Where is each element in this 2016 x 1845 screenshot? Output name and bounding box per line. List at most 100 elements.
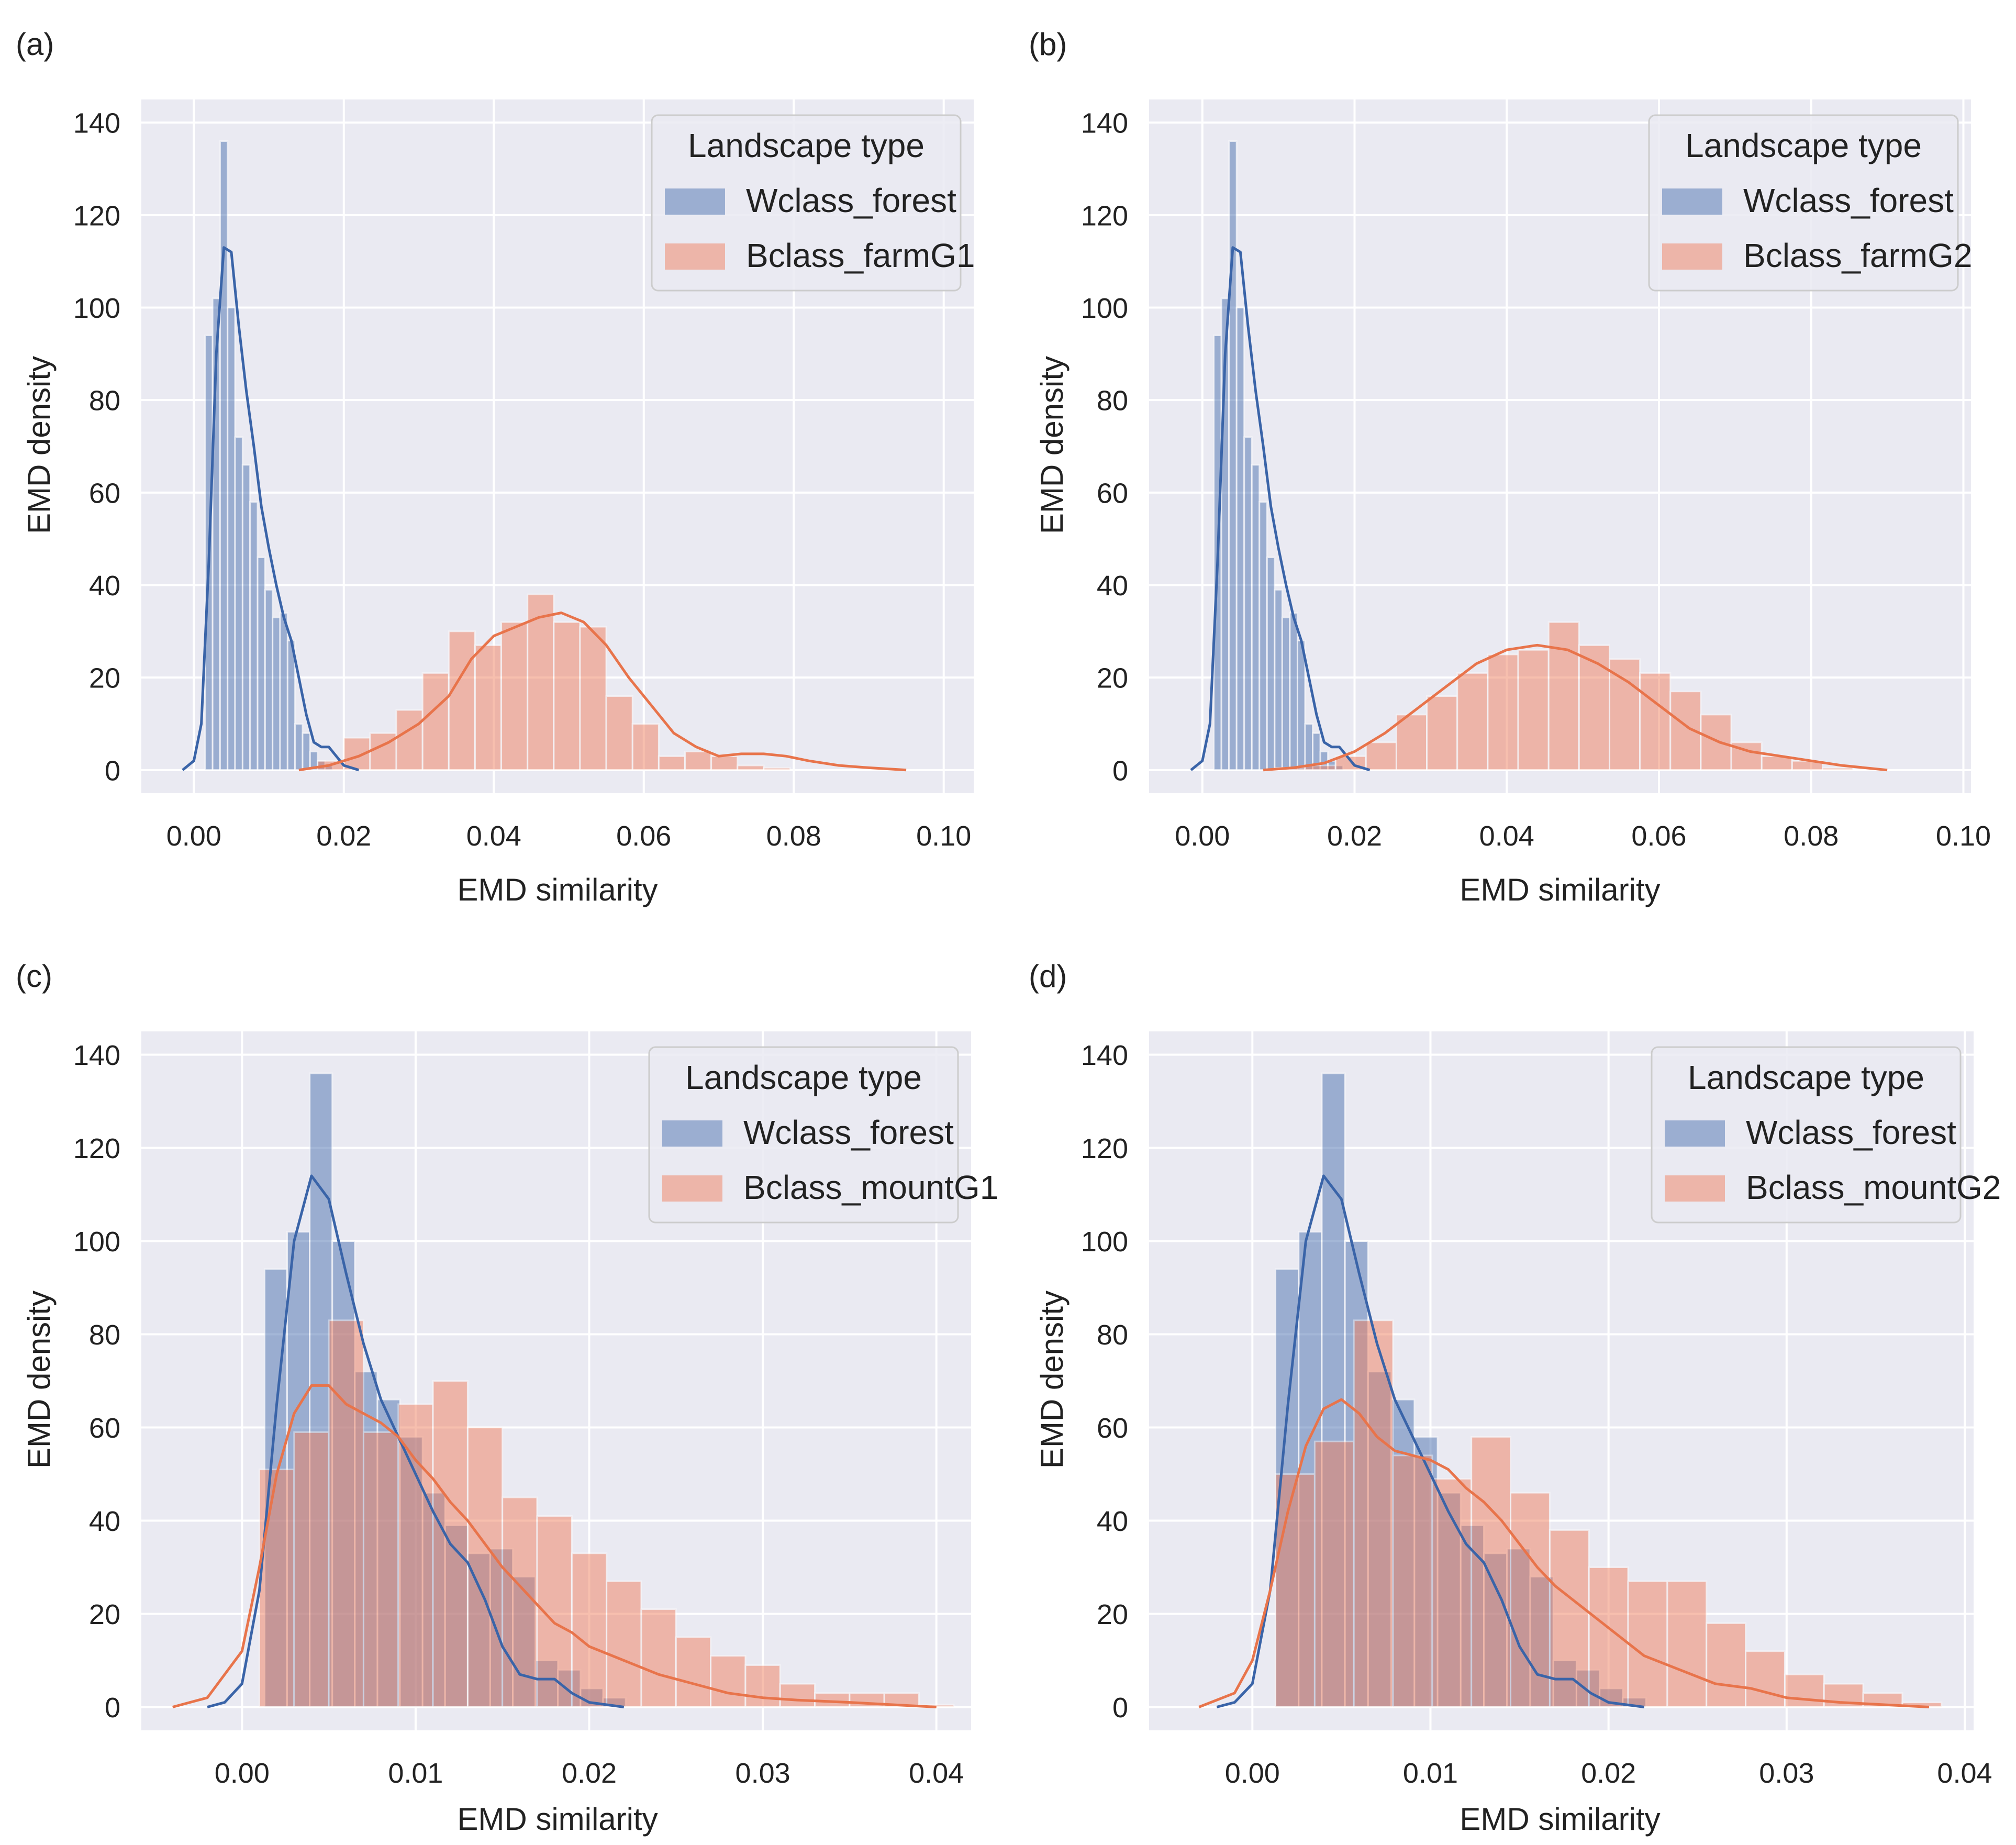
histogram-bar [500, 621, 529, 771]
legend-title: Landscape type [685, 1059, 922, 1096]
legend-entry: Bclass_farmG1 [746, 237, 975, 274]
histogram-bar [466, 1427, 504, 1708]
histogram-bar [1243, 436, 1253, 771]
y-tick-label: 60 [1097, 1413, 1128, 1444]
histogram-bar [1266, 557, 1276, 771]
legend-swatch [662, 1175, 722, 1202]
histogram-bar [1639, 672, 1672, 771]
histogram-bar [1251, 464, 1261, 771]
y-tick-labels: 0 20 40 60 80 100 120 140 [1081, 108, 1128, 787]
histogram-bar [1700, 714, 1732, 771]
histogram-bar [763, 766, 791, 771]
y-tick-labels: 0 20 40 60 80 100 120 140 [1081, 1040, 1128, 1724]
y-tick-label: 140 [73, 108, 120, 139]
histogram-bar [1228, 140, 1238, 771]
y-tick-label: 60 [89, 1413, 120, 1444]
x-tick-label: 0.06 [1631, 820, 1686, 852]
histogram-bar [779, 1683, 816, 1708]
histogram-bar [258, 1469, 295, 1708]
x-tick-label: 0.08 [1784, 820, 1839, 852]
histogram-bar [328, 1319, 364, 1708]
series-bars-class [1274, 621, 1854, 771]
y-tick-label: 140 [1081, 108, 1128, 139]
x-tick-label: 0.00 [1225, 1758, 1280, 1789]
histogram-bar [1627, 1580, 1668, 1708]
histogram-bar [272, 616, 281, 771]
histogram-bar [1745, 1650, 1786, 1708]
x-tick-label: 0.03 [736, 1758, 790, 1789]
legend-swatch [662, 1120, 722, 1147]
histogram-bar [264, 588, 274, 771]
histogram-bar [219, 140, 229, 771]
y-tick-label: 120 [73, 1133, 120, 1164]
y-tick-label: 100 [1081, 293, 1128, 324]
histogram-bar [294, 723, 304, 771]
histogram-bar [710, 755, 739, 771]
histogram-bar [1547, 621, 1580, 771]
histogram-bar [1275, 1473, 1316, 1708]
series-bars-forest [204, 140, 333, 771]
y-tick-label: 80 [1097, 385, 1128, 417]
x-tick-labels: 0.00 0.02 0.04 0.06 0.08 0.10 [1175, 820, 1991, 852]
x-tick-label: 0.04 [1479, 820, 1534, 852]
y-tick-label: 140 [1081, 1040, 1128, 1071]
legend-entry: Wclass_forest [1746, 1114, 1956, 1151]
legend-swatch [1662, 243, 1722, 270]
histogram-bar [241, 464, 251, 771]
histogram-bar [1822, 766, 1854, 771]
kde-line-class [1263, 643, 1888, 772]
legend-entry: Wclass_forest [1743, 182, 1954, 219]
kde-line-forest [1216, 1174, 1645, 1708]
kde-line-forest [182, 246, 360, 772]
y-tick-label: 20 [89, 663, 120, 694]
y-tick-label: 100 [73, 1226, 120, 1258]
histogram-bar [1289, 612, 1298, 771]
y-axis-label: EMD density [1034, 1291, 1070, 1469]
histogram-bar [1304, 723, 1314, 771]
legend-swatch [1665, 1120, 1725, 1147]
y-tick-labels: 0 20 40 60 80 100 120 140 [73, 108, 120, 787]
x-axis-label: EMD similarity [1460, 872, 1660, 907]
histogram-bar [1608, 658, 1641, 771]
histogram-bar [1392, 1454, 1433, 1708]
histogram-bar [553, 621, 581, 771]
legend-swatch [1662, 188, 1722, 215]
legend-box [651, 114, 962, 292]
histogram-bar [579, 626, 607, 771]
histogram-bar [1471, 1436, 1512, 1708]
y-tick-label: 120 [1081, 1133, 1128, 1164]
histogram-bar [710, 1655, 747, 1708]
panel-label: (d) [1029, 959, 1067, 994]
y-tick-label: 20 [1097, 1599, 1128, 1630]
histogram-bar [1258, 501, 1268, 771]
x-tick-label: 0.10 [916, 820, 971, 852]
histogram-bar [1426, 695, 1458, 771]
y-tick-label: 40 [1097, 1506, 1128, 1537]
histogram-bar [1666, 1580, 1708, 1708]
legend-swatch [665, 188, 725, 215]
kde-line-forest [1190, 246, 1371, 772]
histogram-bar [1549, 1529, 1590, 1708]
legend-swatch [1665, 1175, 1725, 1202]
x-tick-label: 0.01 [388, 1758, 443, 1789]
kde-line-class [298, 612, 907, 772]
panel-label: (c) [16, 959, 52, 994]
histogram-bar [302, 732, 311, 771]
y-tick-label: 40 [89, 1506, 120, 1537]
x-tick-label: 0.01 [1403, 1758, 1458, 1789]
histogram-bar [395, 709, 424, 771]
x-axis-label: EMD similarity [1460, 1802, 1660, 1837]
x-axis-label: EMD similarity [457, 872, 658, 907]
y-axis-label: EMD density [21, 1291, 57, 1469]
kde-line-forest [207, 1174, 625, 1708]
histogram-bar [1395, 714, 1428, 771]
histogram-bar [227, 307, 236, 771]
legend: Landscape type Wclass_forest Bclass_farmG1 [651, 114, 975, 292]
histogram-bar [684, 751, 712, 771]
histogram-bar [257, 557, 266, 771]
histogram-bar [1517, 649, 1550, 771]
y-tick-label: 40 [1097, 570, 1128, 602]
y-tick-label: 120 [1081, 200, 1128, 231]
